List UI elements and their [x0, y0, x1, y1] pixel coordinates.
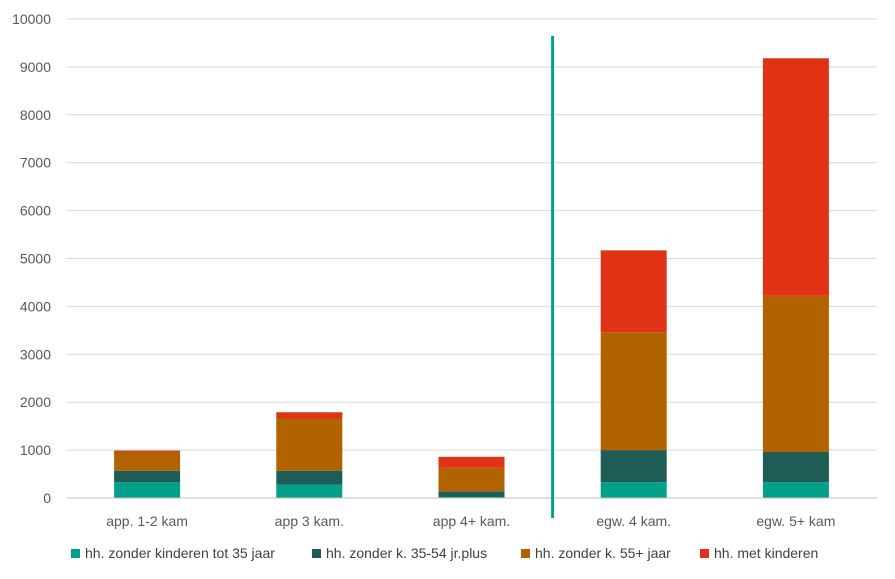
bar-segment [762, 482, 829, 498]
bar-segment [438, 456, 505, 468]
gridlines [66, 18, 877, 451]
y-tick-label: 3000 [20, 346, 51, 362]
y-tick-label: 1000 [20, 442, 51, 458]
x-tick-label: egw. 5+ kam [756, 513, 835, 529]
bar-segment [114, 451, 181, 471]
bar-segment [762, 58, 829, 296]
legend-swatch [521, 549, 530, 558]
y-tick-label: 9000 [20, 59, 51, 75]
legend-label: hh. zonder k. 35-54 jr.plus [326, 545, 487, 561]
bar-segment [600, 250, 667, 333]
bar-segment [600, 450, 667, 483]
bar-segment [114, 482, 181, 498]
bar-segment [114, 450, 181, 452]
bar-segment [438, 467, 505, 492]
bar-segment [600, 482, 667, 498]
bar-segment [600, 332, 667, 451]
bar-segment [762, 452, 829, 483]
y-tick-label: 2000 [20, 394, 51, 410]
x-tick-label: app 3 kam. [275, 513, 344, 529]
x-tick-label: egw. 4 kam. [596, 513, 671, 529]
legend-swatch [71, 549, 80, 558]
y-tick-label: 8000 [20, 107, 51, 123]
y-tick-label: 4000 [20, 298, 51, 314]
bar-segment [276, 484, 343, 498]
bar-segment [438, 491, 505, 498]
y-tick-label: 0 [43, 490, 51, 506]
y-tick-label: 6000 [20, 203, 51, 219]
bar-segment [762, 295, 829, 453]
legend-swatch [700, 549, 709, 558]
y-tick-label: 5000 [20, 251, 51, 267]
y-axis-tick-labels: 0 1000 2000 3000 4000 5000 6000 7000 8000 9000 100… [12, 11, 51, 506]
bars [114, 58, 829, 498]
x-axis-category-labels: app. 1-2 kam app 3 kam. app 4+ kam. egw. 4 … [106, 513, 835, 529]
x-tick-label: app. 1-2 kam [106, 513, 188, 529]
bar-segment [276, 412, 343, 419]
bar-segment [114, 470, 181, 483]
y-tick-label: 7000 [20, 155, 51, 171]
bar-segment [276, 418, 343, 471]
legend-swatch [312, 549, 321, 558]
bar-segment [276, 470, 343, 485]
legend-label: hh. zonder k. 55+ jaar [535, 545, 671, 561]
legend-label: hh. zonder kinderen tot 35 jaar [85, 545, 275, 561]
y-tick-label: 10000 [12, 11, 51, 27]
legend: hh. zonder kinderen tot 35 jaar hh. zonde… [71, 545, 818, 561]
legend-label: hh. met kinderen [714, 545, 818, 561]
x-tick-label: app 4+ kam. [433, 513, 510, 529]
